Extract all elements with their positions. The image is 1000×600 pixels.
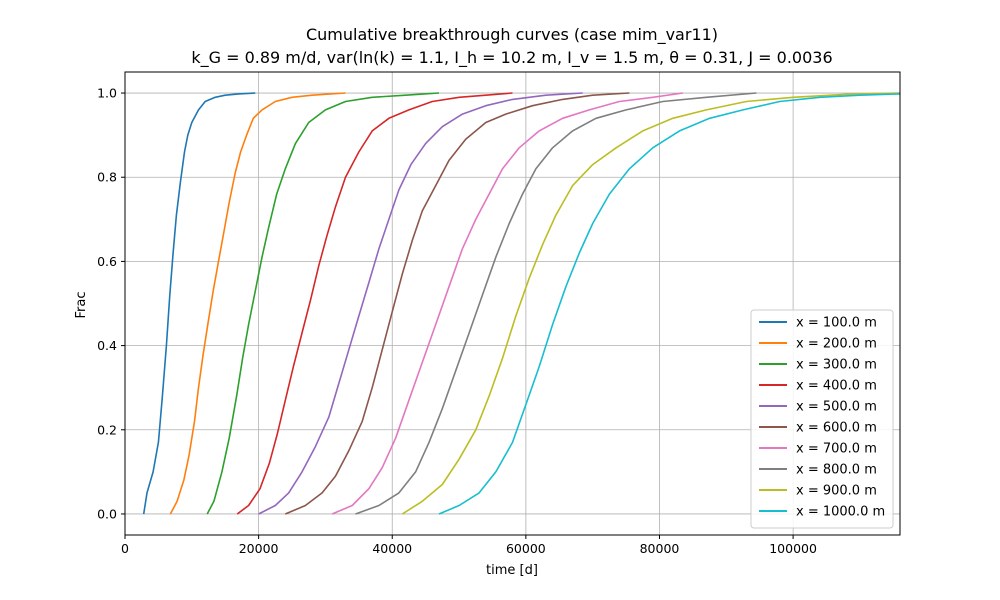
y-tick-label: 0.6: [97, 254, 117, 269]
x-tick-label: 60000: [506, 541, 546, 556]
legend-label: x = 500.0 m: [796, 400, 877, 415]
x-tick-label: 20000: [239, 541, 279, 556]
series-line: [438, 93, 900, 515]
series-line: [169, 92, 346, 515]
legend-label: x = 1000.0 m: [796, 505, 885, 520]
plot-frame: [124, 71, 901, 536]
x-tick-label: 100000: [769, 541, 817, 556]
legend: x = 100.0 m x = 200.0 m x = 300.0 m x = 400…: [750, 309, 894, 529]
legend-label: x = 800.0 m: [796, 463, 877, 478]
x-tick-label: 40000: [372, 541, 412, 556]
x-axis-label: time [d]: [486, 563, 538, 578]
chart-title: Cumulative breakthrough curves (case mim…: [306, 25, 718, 45]
series-line: [331, 92, 684, 515]
plot-series: [142, 92, 900, 515]
chart-subtitle: k_G = 0.89 m/d, var(ln(k) = 1.1, I_h = 1…: [191, 48, 832, 68]
axis-ticks: 0 20000 40000 60000 80000 100000 0.0 0.2 0.4 0.6 0…: [97, 86, 817, 556]
x-tick-label: 0: [121, 541, 129, 556]
series-line: [258, 92, 583, 515]
y-tick-label: 0.0: [97, 506, 117, 521]
legend-label: x = 900.0 m: [796, 484, 877, 499]
y-tick-label: 0.4: [97, 338, 117, 353]
series-line: [284, 92, 630, 515]
y-tick-label: 1.0: [97, 86, 117, 101]
legend-label: x = 600.0 m: [796, 421, 877, 436]
y-axis-label: Frac: [74, 292, 89, 319]
legend-label: x = 700.0 m: [796, 442, 877, 457]
x-tick-label: 80000: [640, 541, 680, 556]
legend-label: x = 400.0 m: [796, 379, 877, 394]
y-tick-label: 0.8: [97, 170, 117, 185]
series-line: [206, 92, 440, 515]
series-line: [142, 92, 256, 515]
series-line: [355, 92, 757, 515]
series-line: [401, 92, 900, 515]
y-tick-label: 0.2: [97, 422, 117, 437]
legend-label: x = 300.0 m: [796, 358, 877, 373]
legend-label: x = 100.0 m: [796, 316, 877, 331]
series-line: [236, 92, 513, 515]
legend-label: x = 200.0 m: [796, 337, 877, 352]
